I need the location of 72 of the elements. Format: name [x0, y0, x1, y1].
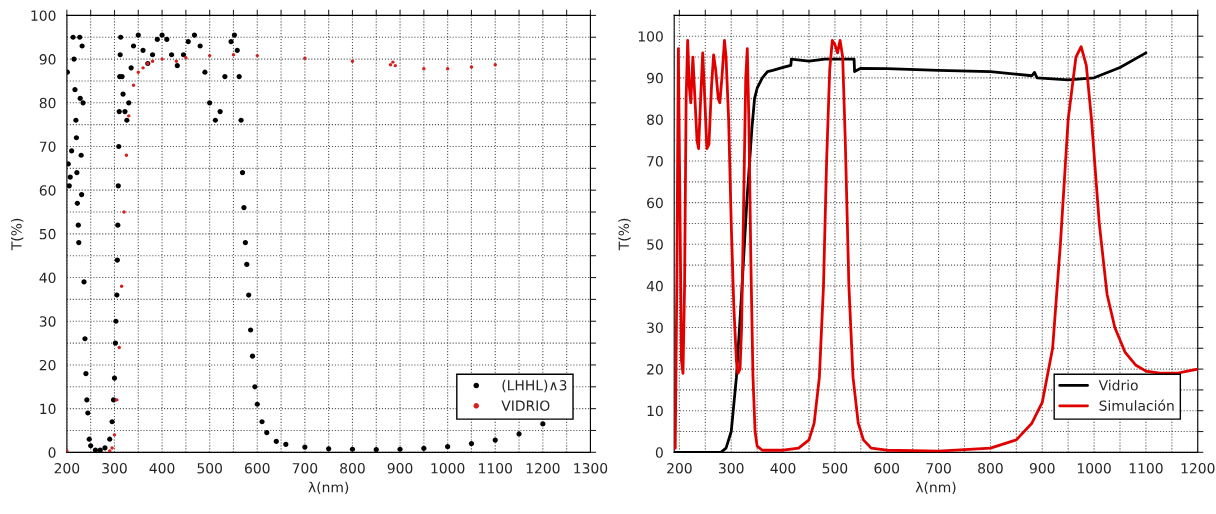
point — [122, 210, 126, 214]
y-tick-label: 30 — [39, 316, 56, 327]
point — [127, 114, 131, 118]
x-tick-label: 400 — [149, 462, 175, 474]
x-tick-label: 700 — [292, 462, 318, 474]
y-tick-label: 70 — [39, 141, 56, 152]
x-tick-label: 900 — [1029, 462, 1055, 474]
point — [150, 59, 155, 63]
legend-label: Vidrio — [1098, 379, 1138, 391]
x-tick-label: 400 — [770, 462, 796, 474]
y-tick-label: 10 — [40, 403, 56, 415]
x-tick-label: 300 — [719, 462, 744, 474]
y-tick-label: 30 — [647, 322, 663, 333]
x-tick-label: 700 — [926, 462, 951, 474]
y-tick-label: 70 — [647, 156, 663, 167]
x-tick-label: 500 — [197, 462, 222, 474]
point — [141, 66, 145, 70]
y-tick-label: 20 — [647, 364, 663, 375]
x-axis-title: λ(nm) — [308, 481, 349, 495]
point — [388, 63, 393, 67]
y-tick-label: 50 — [647, 239, 663, 250]
y-tick-label: 10 — [647, 405, 663, 417]
y-tick-label: 40 — [39, 272, 56, 284]
y-tick-label: 100 — [638, 31, 663, 42]
x-tick-label: 600 — [874, 462, 900, 474]
legend-label: (LHHL)∧3 — [502, 379, 567, 393]
x-tick-label: 1000 — [431, 462, 465, 474]
point — [174, 59, 179, 63]
y-tick-label: 40 — [646, 280, 663, 292]
point — [445, 67, 450, 71]
point — [112, 433, 117, 437]
point — [117, 345, 121, 350]
point — [350, 59, 355, 63]
x-axis-title: λ(nm) — [915, 481, 956, 495]
y-axis-title: T(%) — [618, 218, 631, 251]
point — [231, 53, 236, 57]
point — [255, 53, 259, 58]
point — [131, 83, 136, 88]
x-tick-label: 800 — [978, 462, 1003, 474]
x-tick-label: 200 — [54, 462, 80, 474]
y-tick-label: 90 — [646, 72, 663, 84]
y-tick-label: 50 — [39, 228, 56, 240]
x-tick-label: 500 — [822, 462, 848, 474]
y-tick-label: 80 — [647, 114, 663, 125]
y-tick-label: 80 — [39, 97, 56, 109]
x-tick-label: 1200 — [1181, 462, 1215, 474]
x-tick-label: 1100 — [479, 462, 512, 474]
point — [391, 60, 395, 64]
y-tick-label: 60 — [647, 197, 663, 209]
legend-label: VIDRIO — [501, 400, 550, 411]
legend-label: Simulación — [1099, 399, 1174, 411]
x-tick-label: 1300 — [574, 462, 608, 474]
x-tick-label: 1200 — [526, 462, 560, 474]
point — [119, 284, 124, 288]
x-tick-label: 800 — [340, 462, 365, 474]
x-tick-label: 200 — [667, 462, 692, 474]
x-tick-label: 1100 — [1129, 462, 1163, 474]
y-axis-title: T(%) — [10, 218, 24, 251]
x-tick-label: 900 — [387, 462, 413, 474]
y-tick-label: 60 — [39, 185, 56, 196]
point — [207, 53, 212, 58]
y-tick-label: 0 — [655, 447, 663, 458]
y-tick-label: 100 — [31, 10, 56, 21]
point — [393, 63, 397, 68]
y-tick-label: 90 — [39, 54, 56, 65]
point — [115, 398, 119, 402]
y-tick-label: 0 — [48, 447, 56, 458]
x-tick-label: 1000 — [1077, 462, 1111, 474]
x-tick-label: 300 — [102, 462, 127, 474]
y-tick-label: 20 — [39, 359, 56, 371]
x-tick-label: 600 — [244, 462, 270, 474]
point — [160, 57, 164, 61]
